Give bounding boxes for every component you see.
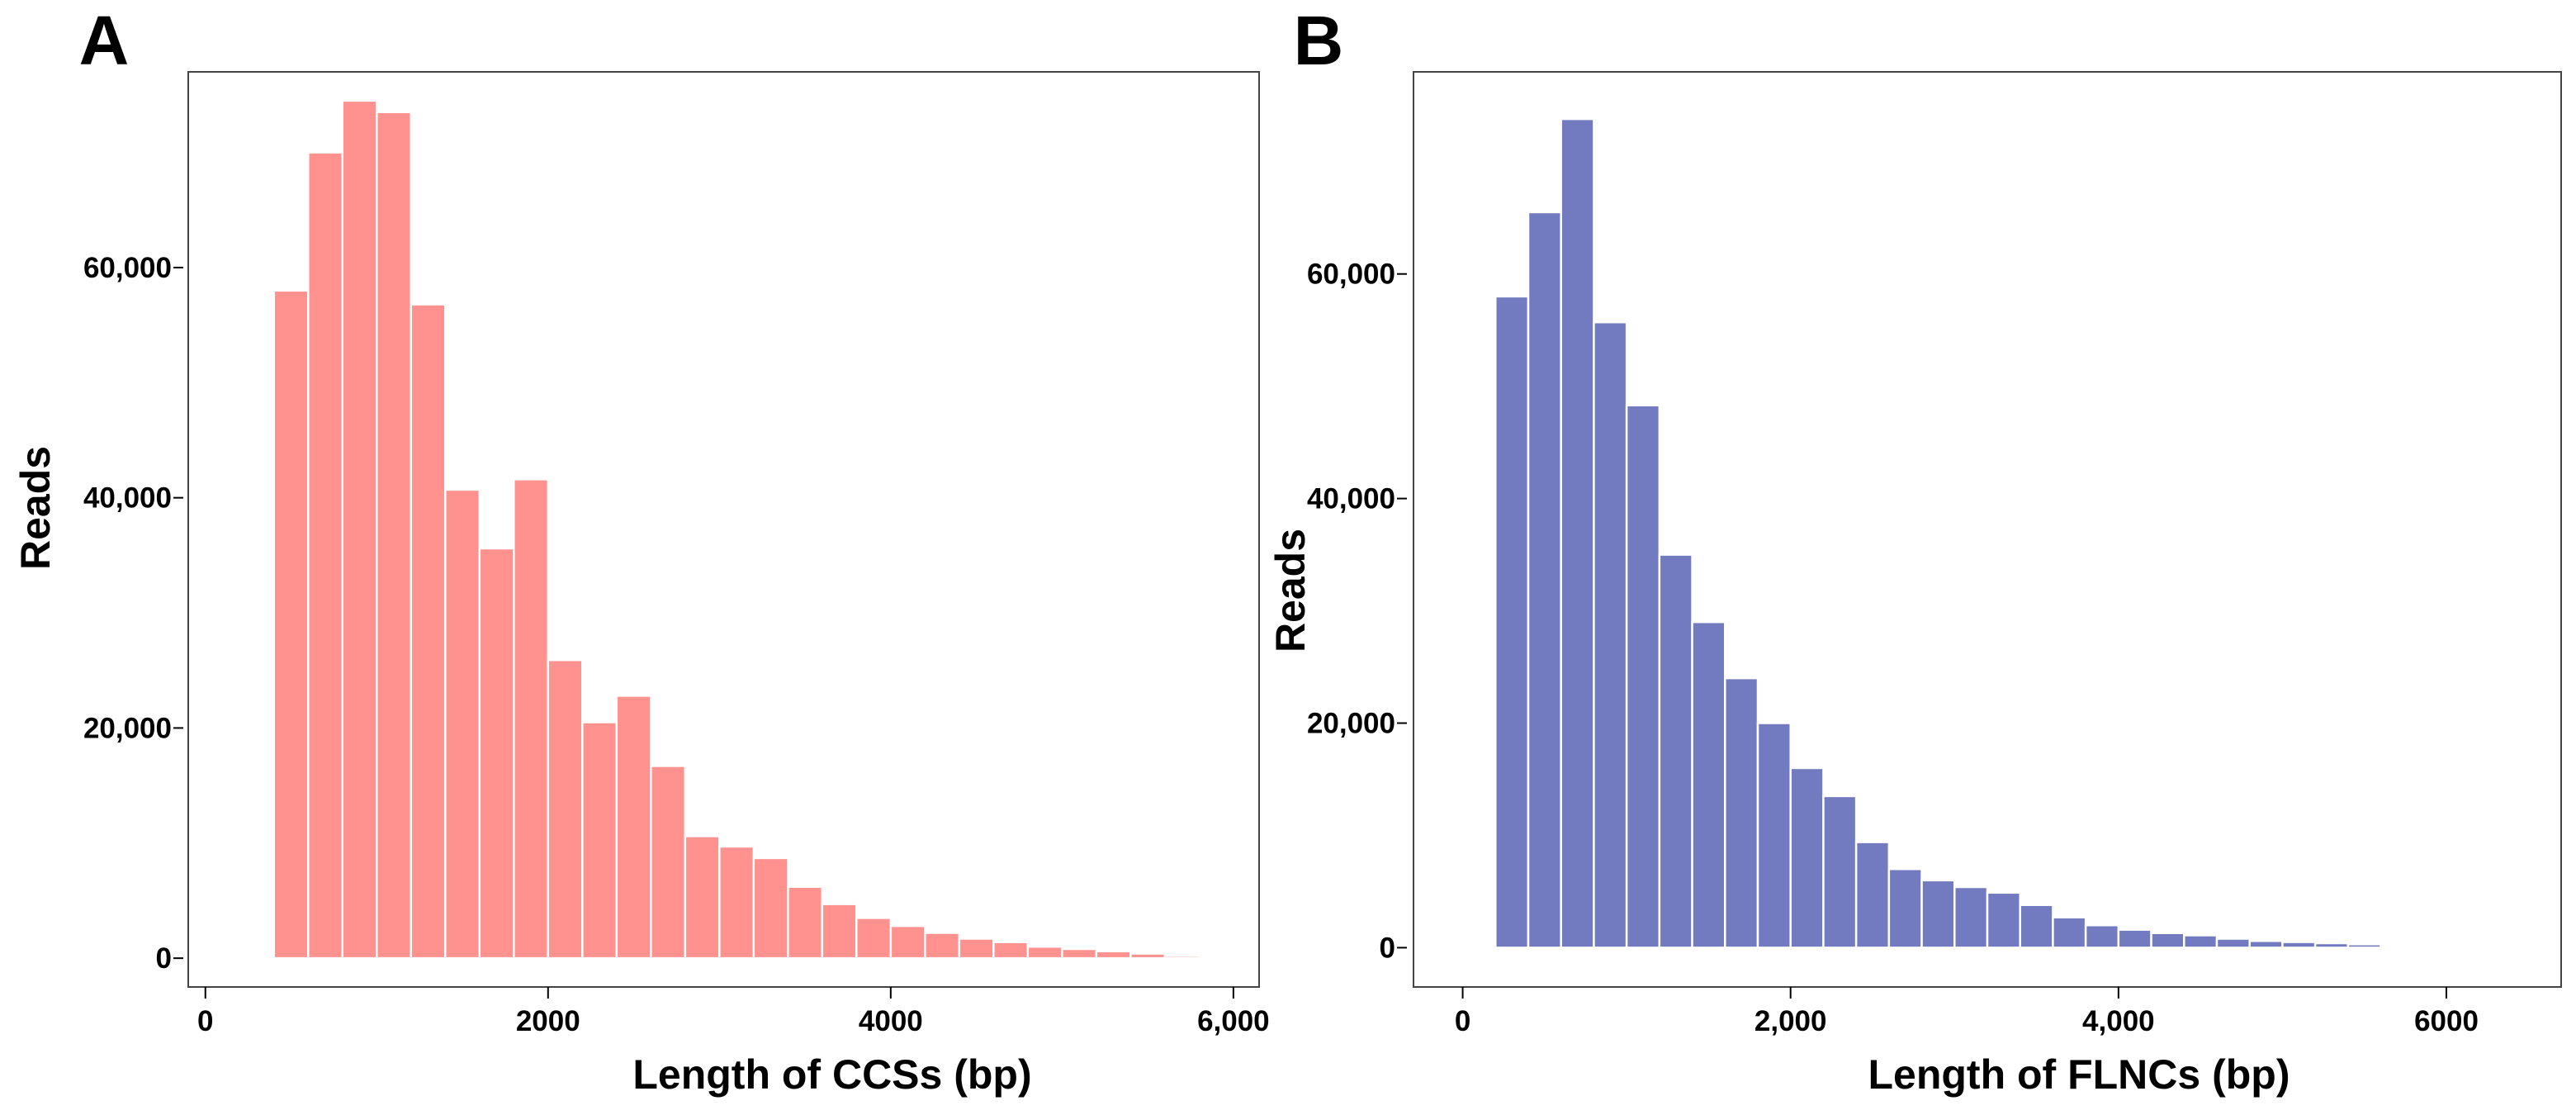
histogram-bar <box>376 111 413 960</box>
histogram-bar <box>2052 916 2087 949</box>
histogram-bar <box>1789 766 1825 949</box>
histogram-bar <box>958 937 995 960</box>
histogram-bar <box>2084 923 2120 949</box>
histogram-bar <box>1724 676 1759 949</box>
histogram-bar <box>410 303 447 960</box>
y-tick-label: 40,000 <box>1307 483 1395 515</box>
x-tick-label: 6,000 <box>1197 1005 1270 1037</box>
y-tick-label: 40,000 <box>83 482 172 515</box>
histogram-bar <box>478 547 515 960</box>
histogram-bar <box>1593 320 1628 949</box>
histogram-bar <box>2019 904 2054 949</box>
histogram-bar <box>2183 934 2218 949</box>
histogram-bar <box>924 932 961 960</box>
histogram-bar <box>307 151 344 960</box>
histogram-bar <box>2379 945 2415 949</box>
y-tick-label: 60,000 <box>83 252 172 284</box>
panel-label: B <box>1294 2 1344 79</box>
histogram-bar <box>1986 891 2021 949</box>
x-tick-label: 6000 <box>2414 1005 2479 1037</box>
x-tick-label: 0 <box>197 1005 213 1037</box>
y-axis-title: Reads <box>12 446 59 570</box>
histogram-bar <box>752 856 789 960</box>
histogram-bar <box>821 903 858 960</box>
y-tick-label: 20,000 <box>1307 708 1395 740</box>
histogram-bar <box>1026 945 1063 960</box>
histogram-bar <box>992 941 1030 960</box>
histogram-bar <box>547 658 584 960</box>
histogram-bar <box>889 924 926 960</box>
histogram-bar <box>2248 940 2284 949</box>
histogram-bar <box>2215 937 2251 949</box>
x-tick-label: 0 <box>1455 1005 1470 1037</box>
histogram-bar <box>1854 841 1891 949</box>
panel-a: A 0 20,000 40,000 60,000 0 2000 4000 6,000 Length… <box>12 2 1270 1098</box>
y-tick-label: 0 <box>156 942 172 975</box>
histogram-bar <box>1953 885 1989 949</box>
histogram-bar <box>341 99 378 960</box>
histogram-bar <box>1198 956 1235 960</box>
histogram-bar <box>2346 943 2382 949</box>
histogram-bar <box>1061 947 1098 960</box>
histogram-bar <box>1920 879 1956 949</box>
histogram-bar <box>718 845 755 960</box>
histogram-bar <box>1625 404 1661 949</box>
histogram-bar <box>2281 941 2317 949</box>
y-tick-label: 20,000 <box>83 712 172 744</box>
x-tick-label: 2,000 <box>1754 1005 1827 1037</box>
histogram-bar <box>1822 795 1858 949</box>
x-axis-title: Length of CCSs (bp) <box>632 1051 1031 1098</box>
x-tick-label: 2000 <box>516 1005 580 1037</box>
histogram-bar <box>1691 620 1726 949</box>
histogram-bar <box>2313 942 2350 949</box>
histogram-bar <box>2117 928 2152 949</box>
histogram-bar <box>1494 295 1530 949</box>
x-tick-label: 4,000 <box>2082 1005 2155 1037</box>
histogram-bar <box>513 478 550 960</box>
panel-label: A <box>79 2 130 79</box>
x-axis-title: Length of FLNCs (bp) <box>1868 1051 2290 1098</box>
histogram-bar <box>1527 211 1562 949</box>
panel-b: B 0 20,000 40,000 60,000 0 2,000 4,000 6000 Lengt… <box>1267 2 2562 1098</box>
histogram-bar <box>2150 932 2185 949</box>
histogram-bar <box>855 917 893 960</box>
histogram-bar <box>684 835 721 960</box>
y-tick-label: 0 <box>1380 932 1395 964</box>
histogram-bar <box>1658 553 1693 949</box>
histogram-bar <box>1129 952 1167 960</box>
histogram-bar <box>444 488 481 960</box>
histogram-bar <box>1163 955 1200 960</box>
histogram-bar <box>650 765 687 960</box>
y-axis-title: Reads <box>1267 529 1314 652</box>
histogram-bar <box>1887 868 1923 949</box>
histogram-bar <box>787 885 824 960</box>
histogram-bar <box>1095 950 1132 960</box>
x-tick-label: 4000 <box>859 1005 923 1037</box>
histogram-bar <box>1560 117 1595 949</box>
histogram-bar <box>1756 722 1792 949</box>
histogram-bar <box>272 289 310 960</box>
histogram-bar <box>581 721 618 960</box>
y-tick-label: 60,000 <box>1307 259 1395 291</box>
histogram-bar <box>615 695 652 960</box>
